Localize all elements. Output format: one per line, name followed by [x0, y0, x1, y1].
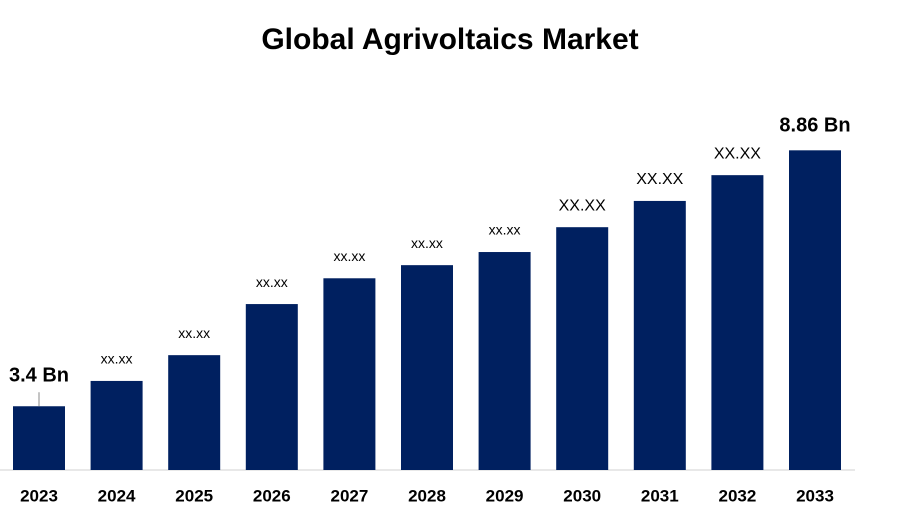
value-label: xx.xx: [489, 222, 521, 238]
chart-title: Global Agrivoltaics Market: [261, 23, 638, 56]
bar: [401, 265, 453, 470]
bar: [13, 406, 65, 470]
value-label: xx.xx: [411, 235, 443, 251]
x-tick-label: 2023: [20, 486, 58, 505]
x-tick-label: 2029: [486, 486, 524, 505]
x-tick-label: 2028: [408, 486, 446, 505]
x-tick-label: 2026: [253, 486, 291, 505]
value-label: xx.xx: [333, 248, 365, 264]
bar: [90, 380, 143, 470]
value-label: xx.xx: [256, 274, 288, 290]
value-label: 8.86 Bn: [779, 115, 850, 137]
bar: [478, 252, 531, 470]
value-label: XX.XX: [636, 171, 683, 188]
bar: [323, 278, 376, 470]
x-tick-label: 2033: [796, 486, 834, 505]
bar: [633, 200, 686, 470]
x-tick-label: 2030: [563, 486, 601, 505]
x-tick-label: 2025: [175, 486, 213, 505]
value-label: XX.XX: [714, 145, 761, 162]
x-tick-label: 2032: [718, 486, 756, 505]
bar: [789, 150, 841, 470]
x-tick-label: 2031: [641, 486, 679, 505]
bar: [168, 355, 221, 470]
value-label: xx.xx: [178, 325, 210, 341]
x-tick-label: 2027: [330, 486, 368, 505]
bar: [245, 304, 298, 470]
bar: [711, 175, 764, 470]
x-tick-label: 2024: [98, 486, 136, 505]
bar: [556, 227, 609, 470]
value-label: XX.XX: [559, 197, 606, 214]
value-label: 3.4 Bn: [9, 365, 69, 387]
value-label: xx.xx: [101, 351, 133, 367]
